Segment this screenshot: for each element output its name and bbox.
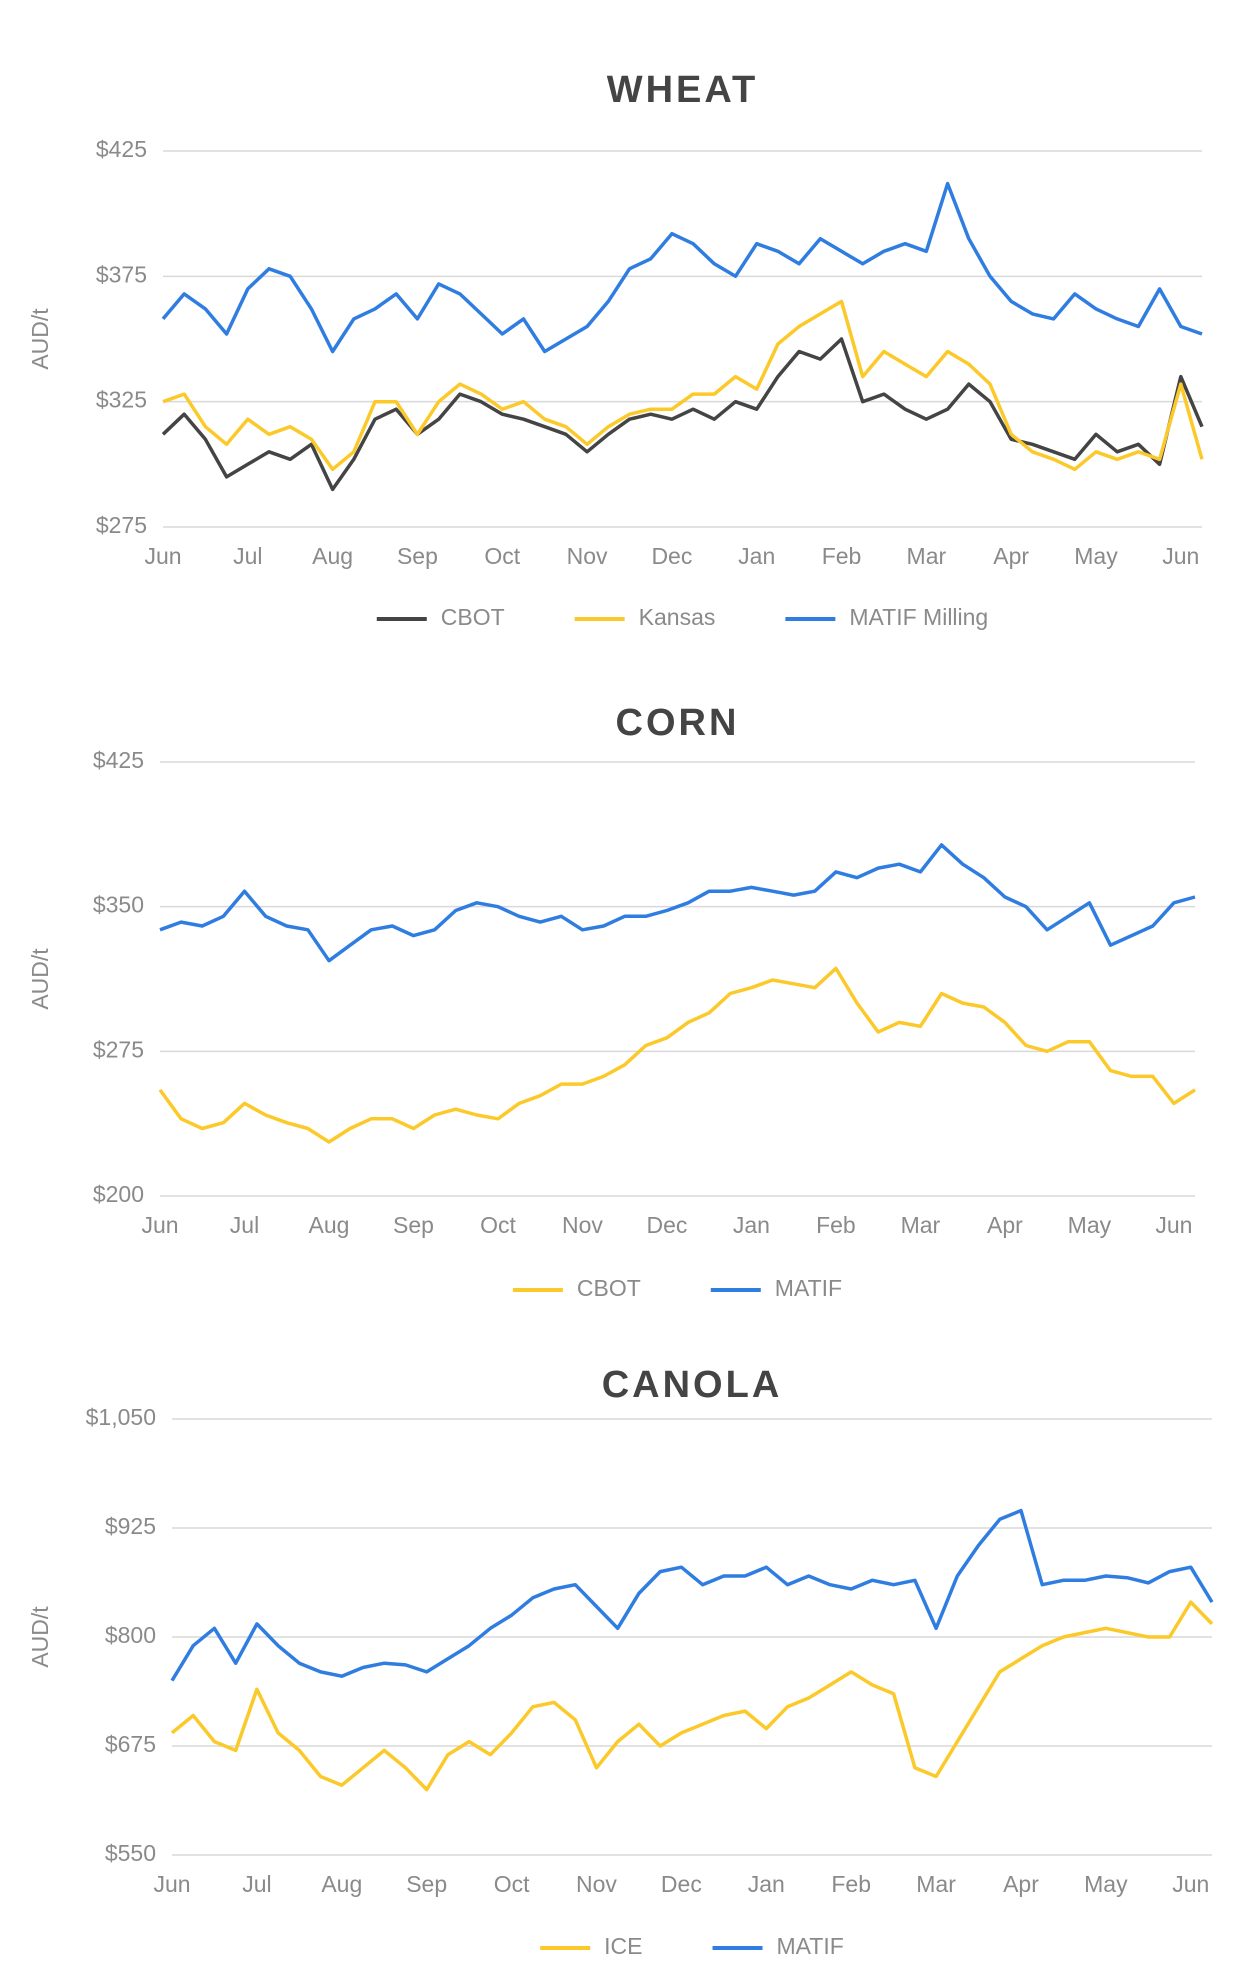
chart-title: WHEAT [607,69,759,111]
y-tick-label: $425 [96,136,147,162]
y-tick-label: $325 [96,387,147,413]
x-tick-label: Apr [1003,1871,1039,1897]
x-tick-label: Feb [816,1212,856,1238]
x-tick-label: Jun [141,1212,178,1238]
x-tick-label: Mar [916,1871,956,1897]
series-line [170,1508,1214,1682]
x-tick-label: Jan [738,543,775,569]
series-line [159,843,1196,963]
x-tick-label: Jul [233,543,262,569]
series-line [170,1600,1214,1792]
x-tick-label: Sep [397,543,438,569]
legend-label: MATIF Milling [849,604,988,630]
series-line [161,337,1204,492]
x-tick-label: Nov [567,543,608,569]
x-tick-label: Nov [576,1871,617,1897]
x-tick-label: Jun [153,1871,190,1897]
x-tick-label: Jun [1155,1212,1192,1238]
x-tick-label: Jun [1162,543,1199,569]
x-tick-label: Sep [393,1212,434,1238]
y-tick-label: $350 [93,892,144,918]
chart-title: CANOLA [602,1364,783,1406]
legend-label: CBOT [441,604,505,630]
x-tick-label: Feb [822,543,862,569]
x-tick-label: Dec [646,1212,687,1238]
x-tick-label: Oct [494,1871,530,1897]
x-tick-label: Apr [993,543,1029,569]
y-tick-label: $1,050 [86,1404,156,1430]
x-tick-label: Oct [480,1212,516,1238]
y-tick-label: $550 [105,1840,156,1866]
x-tick-label: Apr [987,1212,1023,1238]
x-tick-label: May [1084,1871,1128,1897]
x-tick-label: Dec [651,543,692,569]
x-tick-label: Oct [484,543,520,569]
x-tick-label: Feb [831,1871,871,1897]
y-tick-label: $275 [93,1036,144,1062]
x-tick-label: Sep [406,1871,447,1897]
series-line [162,299,1204,472]
x-tick-label: Jun [1172,1871,1209,1897]
x-tick-label: Mar [907,543,947,569]
series-line [158,966,1196,1144]
x-tick-label: May [1074,543,1118,569]
legend-label: Kansas [639,604,716,630]
y-axis-label: AUD/t [27,308,53,370]
legend-label: CBOT [577,1275,641,1301]
x-tick-label: Mar [901,1212,941,1238]
x-tick-label: Jun [144,543,181,569]
y-axis-label: AUD/t [27,1606,53,1668]
y-tick-label: $800 [105,1622,156,1648]
y-tick-label: $275 [96,512,147,538]
legend-label: ICE [604,1933,642,1959]
y-tick-label: $200 [93,1181,144,1207]
y-axis-label: AUD/t [27,948,53,1010]
series-line [161,181,1203,354]
chart-title: CORN [616,702,740,744]
x-tick-label: Aug [309,1212,350,1238]
x-tick-label: Jul [230,1212,259,1238]
legend-label: MATIF [777,1933,844,1959]
x-tick-label: Jan [748,1871,785,1897]
x-tick-label: Nov [562,1212,603,1238]
x-tick-label: Jan [733,1212,770,1238]
x-tick-label: May [1068,1212,1112,1238]
y-tick-label: $425 [93,747,144,773]
y-tick-label: $375 [96,261,147,287]
legend-label: MATIF [775,1275,842,1301]
x-tick-label: Jul [242,1871,271,1897]
y-tick-label: $925 [105,1513,156,1539]
x-tick-label: Aug [321,1871,362,1897]
y-tick-label: $675 [105,1731,156,1757]
x-tick-label: Aug [312,543,353,569]
x-tick-label: Dec [661,1871,702,1897]
